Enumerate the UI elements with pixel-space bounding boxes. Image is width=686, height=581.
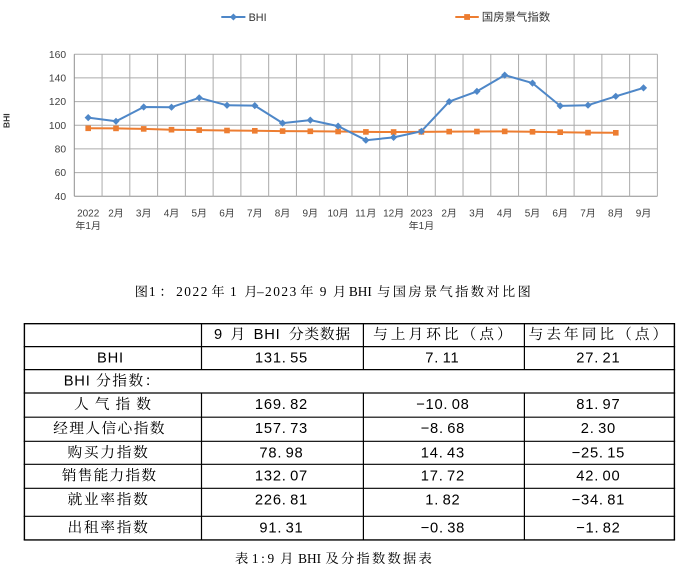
svg-text:BHI: BHI (298, 551, 321, 566)
svg-text:55: 55 (290, 351, 308, 367)
svg-text:2: 2 (441, 209, 447, 220)
svg-text:21: 21 (603, 351, 621, 367)
svg-text:11: 11 (355, 209, 366, 220)
svg-text:2023: 2023 (265, 284, 298, 299)
svg-text:131.: 131. (255, 351, 287, 367)
svg-text:−0.: −0. (421, 520, 444, 536)
svg-text:8: 8 (608, 209, 614, 220)
svg-text:2022: 2022 (77, 209, 100, 220)
svg-text:80: 80 (55, 145, 67, 156)
svg-text:43: 43 (447, 445, 465, 461)
svg-text:27.: 27. (576, 351, 599, 367)
svg-text:2.: 2. (581, 421, 595, 437)
svg-text:−8.: −8. (421, 421, 444, 437)
svg-text:4: 4 (164, 209, 170, 220)
svg-text:4: 4 (497, 209, 503, 220)
svg-text:7.: 7. (425, 351, 439, 367)
svg-text:1: 1 (419, 221, 425, 232)
svg-text:08: 08 (452, 397, 470, 413)
svg-text:78.: 78. (259, 445, 282, 461)
svg-text:15: 15 (607, 445, 625, 461)
svg-text:68: 68 (447, 421, 465, 437)
svg-text:BHI: BHI (2, 113, 12, 128)
svg-text:07: 07 (290, 468, 308, 484)
svg-text:81: 81 (290, 492, 308, 508)
svg-text:40: 40 (55, 192, 67, 203)
svg-text:9: 9 (320, 284, 327, 299)
svg-text:1.: 1. (425, 492, 439, 508)
svg-text:132.: 132. (255, 468, 287, 484)
svg-text:81: 81 (607, 492, 625, 508)
svg-text:82: 82 (290, 397, 308, 413)
svg-text:1: 1 (149, 284, 156, 299)
svg-text:11: 11 (443, 351, 460, 367)
svg-text:82: 82 (603, 520, 621, 536)
svg-text:160: 160 (49, 50, 66, 61)
svg-text:73: 73 (290, 421, 308, 437)
svg-text:42.: 42. (576, 468, 599, 484)
svg-text:1:9: 1:9 (252, 551, 277, 566)
svg-text:7: 7 (580, 209, 586, 220)
svg-text:3: 3 (469, 209, 475, 220)
svg-text:10: 10 (328, 209, 340, 220)
svg-text:6: 6 (552, 209, 558, 220)
svg-text:7: 7 (247, 209, 253, 220)
svg-text:2: 2 (108, 209, 114, 220)
svg-text:–: – (256, 284, 264, 299)
svg-text:2022: 2022 (176, 284, 209, 299)
svg-text:140: 140 (49, 74, 66, 85)
svg-text:157.: 157. (255, 421, 287, 437)
svg-text:5: 5 (192, 209, 198, 220)
svg-text:98: 98 (286, 445, 304, 461)
svg-text:BHI: BHI (349, 284, 372, 299)
svg-text:72: 72 (447, 468, 465, 484)
svg-text:120: 120 (49, 97, 66, 108)
svg-text:−10.: −10. (416, 397, 448, 413)
svg-text:38: 38 (447, 520, 465, 536)
svg-text:14.: 14. (421, 445, 444, 461)
svg-text:BHI: BHI (249, 12, 267, 24)
svg-text:2023: 2023 (410, 209, 433, 220)
svg-text:81.: 81. (576, 397, 599, 413)
svg-text:−34.: −34. (572, 492, 604, 508)
svg-text:100: 100 (49, 121, 66, 132)
svg-text:97: 97 (603, 397, 621, 413)
svg-text:82: 82 (443, 492, 461, 508)
svg-text:5: 5 (525, 209, 531, 220)
svg-text:12: 12 (383, 209, 395, 220)
svg-text:169.: 169. (255, 397, 287, 413)
svg-text:8: 8 (275, 209, 281, 220)
svg-text:226.: 226. (255, 492, 287, 508)
svg-text:60: 60 (55, 168, 67, 179)
svg-text:9: 9 (214, 327, 222, 343)
svg-text:31: 31 (286, 520, 304, 536)
svg-text:BHI: BHI (97, 351, 124, 367)
svg-text:9: 9 (303, 209, 309, 220)
svg-text:1: 1 (230, 284, 237, 299)
svg-text:3: 3 (136, 209, 142, 220)
svg-text:−25.: −25. (572, 445, 604, 461)
svg-text:30: 30 (598, 421, 616, 437)
svg-text:91.: 91. (259, 520, 282, 536)
svg-text:BHI: BHI (254, 327, 281, 343)
svg-text:BHI: BHI (64, 374, 91, 390)
svg-text:6: 6 (219, 209, 225, 220)
svg-text:9: 9 (636, 209, 642, 220)
svg-text:17.: 17. (421, 468, 444, 484)
svg-text:−1.: −1. (576, 520, 599, 536)
svg-text:1: 1 (85, 221, 91, 232)
svg-text:00: 00 (603, 468, 621, 484)
